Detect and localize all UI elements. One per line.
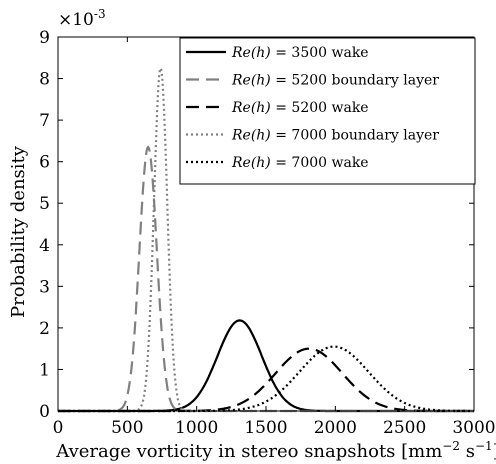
legend-label-5: Re(h) = 7000 wake bbox=[231, 155, 369, 171]
y-tick-label: 6 bbox=[39, 153, 50, 173]
series-line-3 bbox=[58, 347, 474, 413]
y-multiplier: ×10-3 bbox=[58, 7, 106, 30]
y-tick-label: 7 bbox=[39, 111, 50, 131]
x-tick-label: 500 bbox=[111, 418, 143, 438]
y-tick-label: 9 bbox=[39, 28, 50, 48]
x-axis-label: Average vorticity in stereo snapshots [m… bbox=[55, 439, 496, 462]
series-line-1 bbox=[58, 319, 474, 413]
x-tick-label: 0 bbox=[53, 418, 64, 438]
legend-label-1: Re(h) = 3500 wake bbox=[231, 45, 369, 61]
x-tick-label: 2000 bbox=[314, 418, 357, 438]
legend-label-3: Re(h) = 5200 wake bbox=[231, 100, 369, 116]
legend-label-4: Re(h) = 7000 boundary layer bbox=[231, 128, 439, 144]
y-tick-label: 2 bbox=[39, 319, 50, 339]
y-tick-label: 0 bbox=[39, 402, 50, 422]
x-tick-label: 3000 bbox=[452, 418, 495, 438]
y-tick-label: 5 bbox=[39, 194, 50, 214]
x-tick-label: 1500 bbox=[244, 418, 287, 438]
legend-label-2: Re(h) = 5200 boundary layer bbox=[231, 73, 439, 89]
y-tick-label: 1 bbox=[39, 360, 50, 380]
series-line-2 bbox=[58, 145, 474, 413]
x-tick-label: 2500 bbox=[383, 418, 426, 438]
y-tick-label: 8 bbox=[39, 70, 50, 90]
legend-box bbox=[179, 37, 476, 185]
x-tick-label: 1000 bbox=[175, 418, 218, 438]
legend: Re(h) = 3500 wake Re(h) = 5200 boundary l… bbox=[179, 37, 476, 185]
x-tick-labels: 0 500 1000 1500 2000 2500 3000 bbox=[53, 418, 496, 438]
legend-entries: Re(h) = 3500 wake Re(h) = 5200 boundary l… bbox=[186, 45, 439, 171]
y-tick-label: 4 bbox=[39, 236, 50, 256]
y-tick-labels: 0 1 2 3 4 5 6 7 8 9 bbox=[39, 28, 50, 422]
series-line-5 bbox=[58, 345, 474, 413]
y-tick-label: 3 bbox=[39, 277, 50, 297]
y-multiplier-exponent: -3 bbox=[94, 7, 106, 21]
y-axis-label: Probability density bbox=[8, 145, 29, 318]
